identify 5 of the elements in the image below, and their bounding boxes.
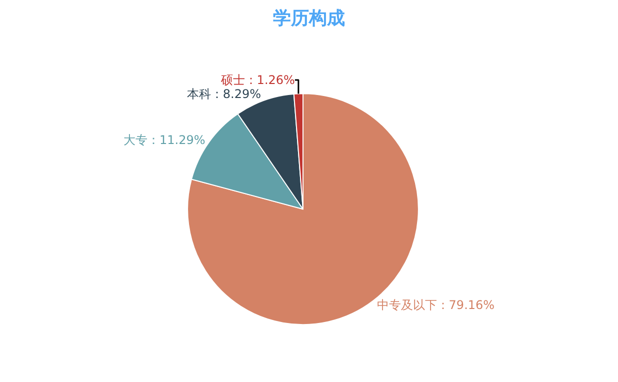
slice-label: 中专及以下：79.16% (376, 298, 495, 312)
slice-label: 本科：8.29% (186, 87, 262, 102)
slice-label: 大专：11.29% (124, 133, 206, 148)
chart-title: 学历构成 (273, 8, 345, 30)
slice-label: 硕士：1.26% (220, 73, 295, 88)
